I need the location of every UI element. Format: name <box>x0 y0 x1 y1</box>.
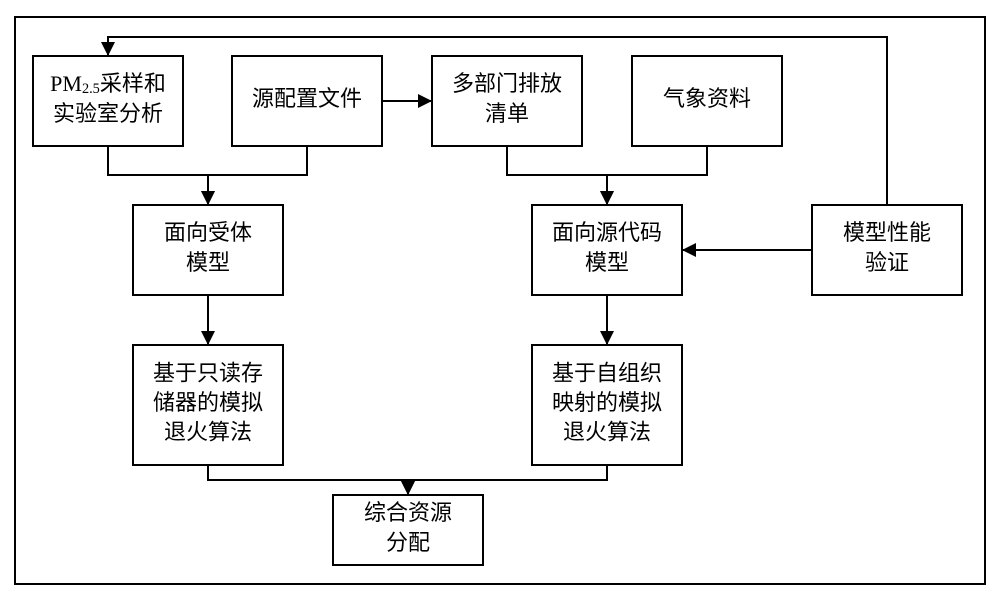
arrowhead-4 <box>600 191 614 205</box>
arrowhead-10 <box>401 481 415 495</box>
arrowhead-8 <box>101 42 115 56</box>
node-n9-label: 映射的模拟 <box>552 390 662 415</box>
node-n8-label: 退火算法 <box>164 420 252 445</box>
edge-9 <box>208 465 408 495</box>
edge-1 <box>208 146 307 205</box>
node-n4-label: 气象资料 <box>663 86 751 111</box>
edge-10 <box>408 465 607 495</box>
node-n8-label: 基于只读存 <box>153 360 263 385</box>
edge-4 <box>607 146 707 205</box>
arrowhead-5 <box>201 331 215 345</box>
node-n3-label: 清单 <box>485 101 529 126</box>
node-n1-label: 实验室分析 <box>53 101 163 126</box>
arrowhead-7 <box>682 243 696 257</box>
edge-0 <box>108 146 208 205</box>
node-n5-label: 面向受体 <box>164 220 252 245</box>
node-n7-label: 验证 <box>865 250 909 275</box>
node-n8-label: 储器的模拟 <box>153 390 263 415</box>
node-n2-label: 源配置文件 <box>252 86 362 111</box>
node-n5-label: 模型 <box>186 250 230 275</box>
arrowhead-1 <box>201 191 215 205</box>
node-n6-label: 模型 <box>585 250 629 275</box>
node-n9-label: 基于自组织 <box>552 360 662 385</box>
arrowhead-2 <box>418 94 432 108</box>
node-n10-label: 综合资源 <box>364 500 452 525</box>
node-n7-label: 模型性能 <box>843 220 931 245</box>
node-n9-label: 退火算法 <box>563 420 651 445</box>
node-n6-label: 面向源代码 <box>552 220 662 245</box>
flowchart-canvas: PM2.5采样和实验室分析 源配置文件 多部门排放清单 气象资料面向受体模型 面向源代码… <box>0 0 1000 601</box>
arrowhead-6 <box>600 331 614 345</box>
node-n3-label: 多部门排放 <box>452 71 562 96</box>
edge-3 <box>507 146 607 205</box>
node-n10-label: 分配 <box>386 530 430 555</box>
node-n1-label: PM2.5采样和 <box>50 71 166 97</box>
